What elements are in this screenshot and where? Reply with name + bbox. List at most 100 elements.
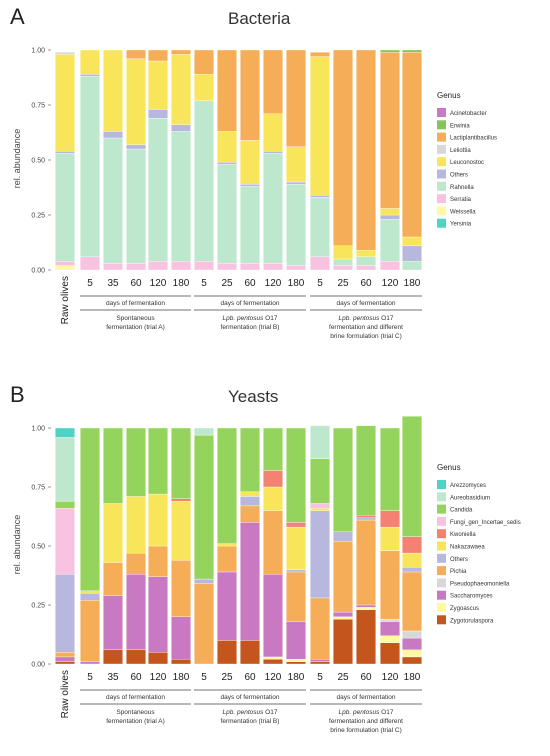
legend-swatch — [437, 480, 446, 489]
x-tick-label: 5 — [201, 672, 207, 683]
x-tick-label: 25 — [337, 672, 349, 683]
x-tick-label: 25 — [221, 278, 233, 289]
bar-segment — [126, 49, 146, 59]
bar-segment — [126, 58, 146, 145]
legend-swatch — [437, 590, 446, 600]
bar-segment — [310, 197, 330, 257]
bar-segment — [380, 49, 400, 53]
y-tick-label: 0.50 — [31, 544, 45, 551]
legend-swatch — [437, 504, 446, 514]
bar-segment — [103, 263, 123, 271]
bar-segment — [55, 574, 75, 653]
bar-segment — [80, 593, 100, 601]
legend-swatch — [437, 529, 446, 539]
legend-swatch — [437, 541, 446, 551]
bar-segment — [171, 49, 191, 55]
bar-segment — [263, 151, 283, 154]
bar-segment — [171, 500, 191, 561]
bar-segment — [80, 256, 100, 271]
bar-segment — [194, 100, 214, 262]
legend-label: Kwoniella — [450, 532, 476, 538]
group-caption: Lpb. pentosus O17 — [339, 315, 394, 322]
bar-segment — [380, 214, 400, 220]
legend-label: Leliottia — [450, 148, 471, 154]
group-header: days of fermentation — [221, 300, 280, 307]
y-tick-label: 1.00 — [31, 426, 45, 433]
bar-segment — [103, 131, 123, 139]
legend-swatch — [437, 578, 446, 588]
bar-segment — [171, 498, 191, 502]
bar-segment — [55, 500, 75, 509]
bar-segment — [402, 236, 422, 246]
group-caption-rest: O17 — [263, 709, 277, 716]
bar-segment — [171, 131, 191, 262]
group-caption: Lpb. pentosus O17 — [223, 315, 278, 322]
bar-segment — [402, 552, 422, 568]
bar-segment — [286, 522, 306, 528]
x-tick-label: 5 — [317, 278, 323, 289]
legend-label: Zygoascus — [450, 606, 479, 612]
bar-segment — [402, 261, 422, 271]
legend-swatch — [437, 516, 446, 526]
bar-segment — [286, 427, 306, 523]
bar-segment — [126, 574, 146, 651]
bar-segment — [333, 265, 353, 271]
bar-segment — [103, 595, 123, 651]
bar-segment — [310, 510, 330, 599]
group-caption-italic: Lpb. pentosus — [223, 315, 265, 322]
bar-segment — [217, 49, 237, 132]
bar-segment — [380, 635, 400, 643]
bar-segment — [55, 427, 75, 438]
bar-segment — [402, 245, 422, 262]
bar-segment — [402, 567, 422, 573]
bar-segment — [171, 659, 191, 665]
bar-segment — [194, 583, 214, 665]
x-tick-label: 120 — [265, 278, 282, 289]
bar-segment — [148, 493, 168, 547]
bar-segment — [286, 569, 306, 573]
y-tick-label: 0.00 — [31, 662, 45, 669]
bar-segment — [80, 661, 100, 665]
bar-segment — [194, 261, 214, 271]
bar-segment — [80, 427, 100, 592]
y-tick-label: 0.00 — [31, 268, 45, 275]
bar-segment — [263, 153, 283, 264]
bar-segment — [240, 427, 260, 492]
bar-segment — [263, 427, 283, 471]
bar-segment — [380, 621, 400, 636]
bar-segment — [402, 416, 422, 537]
bar-segment — [402, 571, 422, 632]
bar-segment — [402, 656, 422, 665]
bar-segment — [217, 131, 237, 163]
bar-segment — [263, 486, 283, 511]
bar-segment — [310, 56, 330, 196]
bar-segment — [380, 52, 400, 209]
bar-segment — [286, 146, 306, 183]
legend-title: Genus — [437, 91, 461, 100]
legend-label: Erwinia — [450, 123, 470, 129]
bar-segment — [103, 49, 123, 132]
legend-swatch — [437, 603, 446, 612]
group-caption: fermentation (trial A) — [106, 718, 165, 725]
bar-segment — [263, 656, 283, 660]
bar-segment — [80, 600, 100, 662]
bar-segment — [333, 245, 353, 260]
x-tick-label: 120 — [150, 278, 167, 289]
legend-label: Serratia — [450, 197, 472, 203]
bar-segment — [148, 261, 168, 271]
bar-segment — [217, 545, 237, 573]
bar-segment — [333, 258, 353, 266]
bar-segment — [148, 118, 168, 262]
bar-segment — [126, 148, 146, 264]
group-caption-italic: Lpb. pentosus — [339, 315, 381, 322]
legend-swatch — [437, 492, 446, 502]
bar-segment — [380, 618, 400, 622]
legend-label: Nakazawaea — [450, 545, 485, 551]
bar-segment — [240, 186, 260, 264]
bar-segment — [55, 508, 75, 575]
bar-segment — [55, 151, 75, 154]
group-caption: brine formulation (trial C) — [330, 727, 402, 734]
legend-label: Others — [450, 173, 468, 179]
bar-segment — [55, 265, 75, 271]
panel-letter: A — [10, 4, 25, 29]
